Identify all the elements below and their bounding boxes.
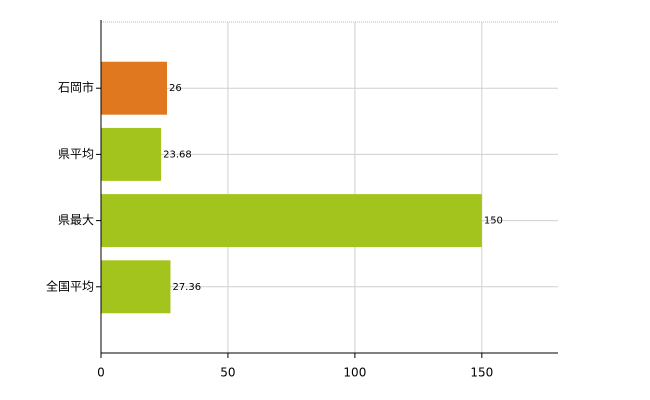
bar: [101, 260, 171, 314]
x-tick-label: 150: [470, 366, 493, 380]
x-tick-label: 50: [220, 366, 235, 380]
bar: [101, 194, 482, 248]
y-tick-label: 県平均: [58, 147, 94, 161]
bar: [101, 61, 168, 115]
y-tick-label: 石岡市: [58, 80, 94, 95]
bar: [101, 127, 162, 181]
x-tick-label: 100: [343, 366, 366, 380]
value-label: 23.68: [163, 149, 192, 160]
x-tick-label: 0: [97, 366, 105, 380]
value-label: 150: [484, 216, 503, 227]
y-tick-label: 全国平均: [46, 278, 94, 293]
value-label: 26: [169, 83, 182, 94]
value-label: 27.36: [172, 282, 201, 293]
y-tick-label: 県最大: [58, 213, 94, 227]
